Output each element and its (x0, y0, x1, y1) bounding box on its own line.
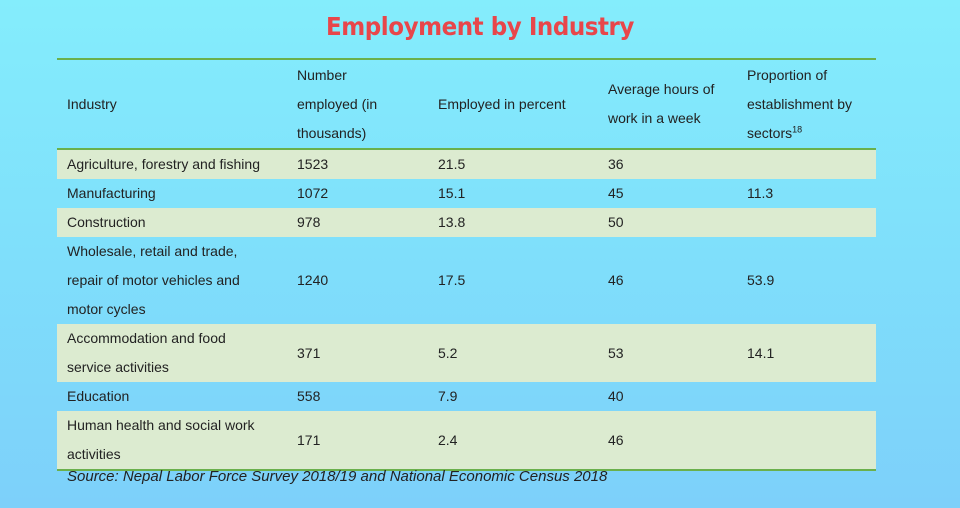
cell-proportion: 53.9 (747, 272, 775, 288)
cell-percent: 2.4 (438, 431, 458, 448)
cell-industry: Education (67, 388, 130, 404)
header-industry: Industry (67, 95, 117, 112)
cell-number: 371 (297, 344, 321, 361)
cell-proportion (737, 382, 876, 411)
table-row: Construction 978 13.8 50 (57, 208, 876, 237)
cell-industry: Accommodation and food service activitie… (67, 330, 226, 375)
cell-hours: 46 (608, 272, 624, 288)
cell-hours: 50 (608, 214, 624, 230)
cell-industry: Agriculture, forestry and fishing (67, 156, 260, 172)
cell-number: 1523 (297, 156, 329, 172)
cell-percent: 13.8 (438, 214, 466, 230)
cell-number: 1240 (297, 272, 329, 288)
cell-hours: 36 (608, 156, 624, 172)
cell-proportion (737, 411, 876, 470)
table-row: Education 558 7.9 40 (57, 382, 876, 411)
table-row: Manufacturing 1072 15.1 45 11.3 (57, 179, 876, 208)
cell-industry: Manufacturing (67, 185, 156, 201)
cell-industry: Wholesale, retail and trade, repair of m… (67, 243, 240, 317)
cell-industry: Construction (67, 214, 146, 230)
table-row: Agriculture, forestry and fishing 1523 21.… (57, 149, 876, 179)
cell-proportion (737, 208, 876, 237)
header-proportion-text: Proportion of establishment by sectors (747, 66, 853, 141)
header-proportion: Proportion of establishment by sectors18 (737, 59, 876, 149)
footnote-marker: 18 (792, 123, 803, 134)
cell-industry: Human health and social work activities (67, 417, 255, 462)
page-title: Employment by Industry (326, 12, 634, 41)
header-number: Number employed (in thousands) (297, 66, 378, 141)
cell-percent: 15.1 (438, 185, 466, 201)
cell-percent: 17.5 (438, 272, 466, 288)
table-body: Agriculture, forestry and fishing 1523 21.… (57, 149, 876, 470)
header-percent: Employed in percent (438, 95, 566, 112)
source-note: Source: Nepal Labor Force Survey 2018/19… (67, 468, 608, 485)
cell-hours: 45 (608, 185, 624, 201)
table-row: Human health and social work activities 1… (57, 411, 876, 470)
cell-percent: 5.2 (438, 344, 458, 361)
employment-table: Industry Number employed (in thousands) … (57, 58, 876, 471)
cell-hours: 46 (608, 431, 624, 448)
cell-number: 558 (297, 388, 321, 404)
cell-hours: 40 (608, 388, 624, 404)
cell-percent: 21.5 (438, 156, 466, 172)
header-hours: Average hours of work in a week (608, 81, 715, 126)
cell-proportion: 11.3 (747, 185, 774, 201)
cell-number: 1072 (297, 185, 329, 201)
header-row: Industry Number employed (in thousands) … (57, 59, 876, 149)
cell-proportion (737, 149, 876, 179)
cell-number: 171 (297, 431, 321, 448)
cell-hours: 53 (608, 344, 624, 361)
cell-percent: 7.9 (438, 388, 458, 404)
cell-number: 978 (297, 214, 321, 230)
table-row: Accommodation and food service activitie… (57, 324, 876, 382)
table-row: Wholesale, retail and trade, repair of m… (57, 237, 876, 324)
cell-proportion: 14.1 (747, 344, 775, 361)
